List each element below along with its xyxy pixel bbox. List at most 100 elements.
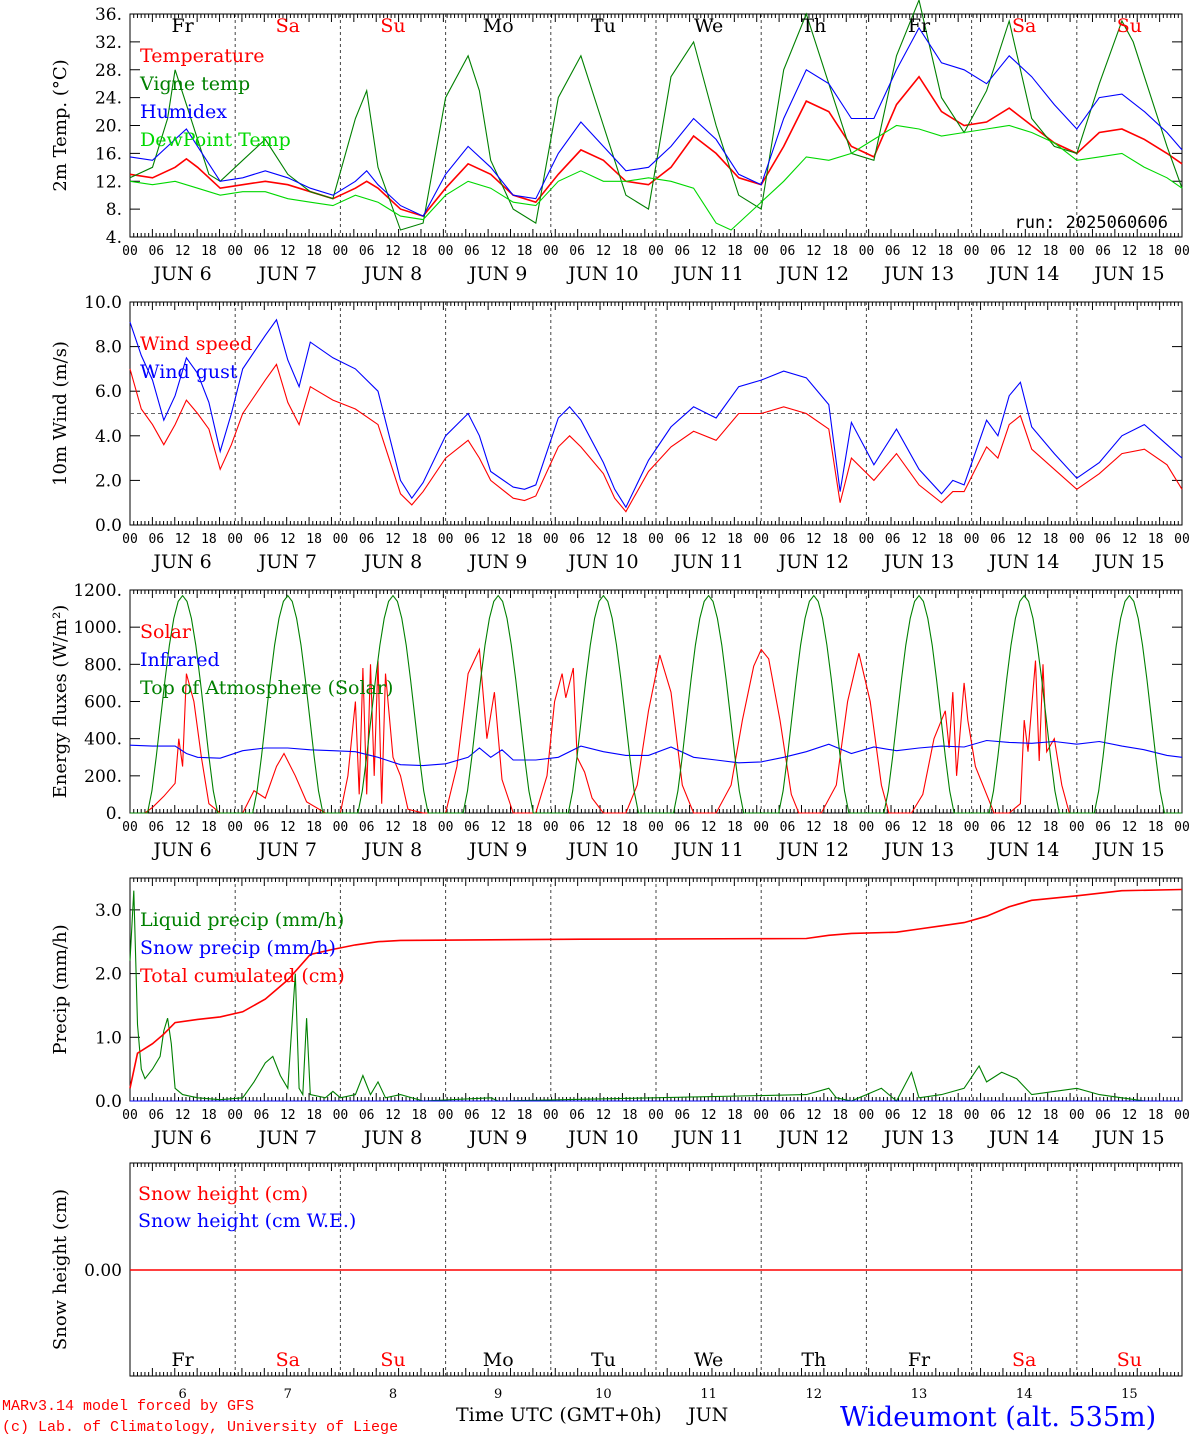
hour-label: 12 [1016,244,1032,259]
date-label: JUN 11 [671,263,743,285]
date-label: JUN 13 [882,263,954,285]
hour-label: 00 [1174,532,1190,547]
y-tick-label: 8. [106,200,122,220]
hour-label: 12 [385,244,401,259]
y-tick-label: 4. [106,228,122,248]
date-label: JUN 9 [467,1127,527,1149]
hour-label: 06 [885,532,901,547]
hour-label: 12 [911,532,927,547]
hour-label: 18 [832,1108,848,1123]
hour-label: 18 [832,244,848,259]
date-label: JUN 13 [882,839,954,861]
series-line-wind-gust [129,318,1183,509]
y-tick-label: 600. [84,693,122,713]
hour-label: 06 [359,244,375,259]
hour-label: 12 [490,532,506,547]
hour-label: 06 [885,244,901,259]
hour-label: 12 [1016,532,1032,547]
hour-label: 00 [1069,532,1085,547]
y-axis-label: 10m Wind (m/s) [50,341,71,486]
run-label: run: 2025060606 [1014,213,1168,233]
hour-label: 00 [122,532,138,547]
hour-label: 06 [254,532,270,547]
hour-label: 00 [964,244,980,259]
legend-entry: Humidex [140,101,227,123]
hour-label: 12 [701,820,717,835]
y-axis-label: 2m Temp. (°C) [50,59,71,191]
hour-label: 12 [385,1108,401,1123]
hour-label: 18 [937,1108,953,1123]
day-name-bottom: Fr [171,1349,194,1371]
hour-label: 00 [122,244,138,259]
hour-label: 00 [648,820,664,835]
hour-label: 06 [1095,1108,1111,1123]
hour-label: 00 [753,820,769,835]
date-label: JUN 9 [467,263,527,285]
hour-label: 00 [648,244,664,259]
y-tick-label: 36. [95,5,122,25]
day-number: 11 [700,1387,717,1402]
date-label: JUN 15 [1092,263,1164,285]
hour-label: 12 [175,532,191,547]
date-label: JUN 13 [882,1127,954,1149]
hour-label: 00 [753,532,769,547]
hour-label: 12 [175,820,191,835]
hour-label: 06 [885,820,901,835]
hour-label: 00 [438,1108,454,1123]
y-tick-label: 2.0 [95,965,122,985]
day-name-top: Fr [908,15,931,37]
legend-entry: Temperature [140,45,264,67]
hour-label: 18 [201,1108,217,1123]
hour-label: 12 [280,244,296,259]
hour-label: 06 [464,532,480,547]
series-line-wind-speed [129,363,1183,513]
hour-label: 06 [990,1108,1006,1123]
station-name: Wideumont (alt. 535m) [840,1402,1157,1433]
day-number: 13 [911,1387,928,1402]
y-tick-label: 800. [84,655,122,675]
hour-label: 06 [780,820,796,835]
series-line-dewpoint-temp [129,124,1183,231]
date-label: JUN 12 [777,263,849,285]
hour-label: 00 [333,1108,349,1123]
copyright-credit: (c) Lab. of Climatology, University of L… [2,1419,399,1436]
day-number: 9 [494,1387,502,1402]
date-label: JUN 12 [777,839,849,861]
date-label: JUN 11 [671,839,743,861]
panel-snow [129,1162,1183,1377]
hour-label: 06 [254,244,270,259]
hour-label: 12 [806,1108,822,1123]
y-tick-label: 4.0 [95,427,122,447]
date-label: JUN 8 [362,1127,422,1149]
date-label: JUN 15 [1092,839,1164,861]
legend-entry: Total cumulated (cm) [140,965,345,987]
hour-label: 00 [1174,244,1190,259]
hour-label: 12 [911,820,927,835]
day-name-top: Su [1117,15,1142,37]
legend-entry: Solar [140,621,192,643]
plot-frame [129,13,1183,238]
hour-label: 12 [175,244,191,259]
hour-label: 12 [806,532,822,547]
series-line-temperature [129,75,1183,218]
hour-label: 00 [543,244,559,259]
hour-label: 00 [333,532,349,547]
hour-label: 00 [122,820,138,835]
hour-label: 18 [411,532,427,547]
date-label: JUN 13 [882,551,954,573]
hour-label: 06 [569,820,585,835]
legend-entry: DewPoint Temp [140,129,291,151]
hour-label: 06 [674,820,690,835]
legend-entry: Snow height (cm W.E.) [138,1210,356,1232]
hour-label: 18 [201,820,217,835]
hour-label: 00 [1174,1108,1190,1123]
date-label: JUN 6 [151,1127,211,1149]
y-tick-label: 16. [95,144,122,164]
hour-label: 12 [280,1108,296,1123]
series-line-infrared [129,739,1183,767]
hour-label: 18 [517,532,533,547]
date-label: JUN 10 [566,551,638,573]
y-tick-label: 12. [95,172,122,192]
legend-entry: Snow precip (mm/h) [140,937,336,959]
hour-label: 06 [990,244,1006,259]
